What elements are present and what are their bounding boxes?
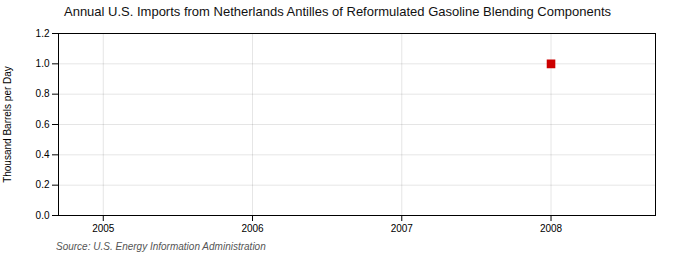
svg-text:0.2: 0.2: [36, 179, 50, 190]
svg-text:1.2: 1.2: [36, 28, 50, 39]
svg-text:0.8: 0.8: [36, 88, 50, 99]
svg-text:0.4: 0.4: [36, 149, 50, 160]
svg-text:2005: 2005: [92, 223, 115, 234]
svg-text:0.0: 0.0: [36, 210, 50, 221]
svg-text:2007: 2007: [391, 223, 414, 234]
svg-text:2008: 2008: [540, 223, 563, 234]
svg-text:1.0: 1.0: [36, 58, 50, 69]
svg-text:2006: 2006: [241, 223, 264, 234]
svg-text:Thousand Barrels per Day: Thousand Barrels per Day: [2, 66, 13, 183]
html-text:Source: U.S. Energy Informatio: Source: U.S. Energy Information Administ…: [56, 241, 266, 252]
svg-text:0.6: 0.6: [36, 119, 50, 130]
html-text:Annual U.S. Imports from Nethe: Annual U.S. Imports from Netherlands Ant…: [64, 4, 611, 19]
